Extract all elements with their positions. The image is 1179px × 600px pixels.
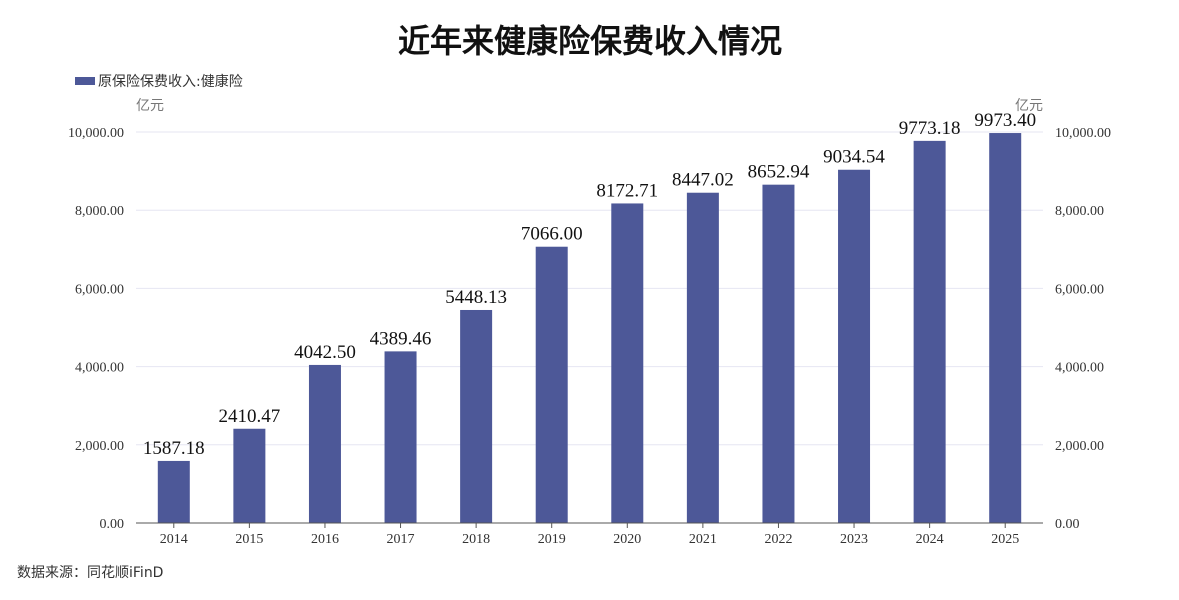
bar <box>308 364 341 523</box>
data-label: 8447.02 <box>672 170 734 191</box>
y-tick-label-left: 2,000.00 <box>75 439 124 454</box>
legend-label[interactable]: 原保险保费收入:健康险 <box>98 73 243 90</box>
y-tick-label-left: 6,000.00 <box>75 282 124 297</box>
x-tick-label: 2017 <box>387 532 415 547</box>
data-label: 4389.46 <box>370 328 432 349</box>
y-tick-label-left: 10,000.00 <box>68 126 124 141</box>
bar <box>838 169 871 523</box>
bar <box>535 246 568 523</box>
bar <box>762 184 795 523</box>
data-label: 1587.18 <box>143 438 205 459</box>
data-label: 2410.47 <box>219 406 281 427</box>
chart-title: 近年来健康险保费收入情况 <box>398 22 782 60</box>
bar <box>157 460 190 523</box>
x-tick-label: 2023 <box>840 532 868 547</box>
y-tick-label-left: 4,000.00 <box>75 361 124 376</box>
bar <box>611 203 644 524</box>
y-axis-right-unit: 亿元 <box>1015 98 1043 114</box>
bar <box>686 192 719 524</box>
data-label: 8172.71 <box>596 180 658 201</box>
x-tick-label: 2024 <box>916 532 944 547</box>
bar <box>989 133 1022 524</box>
data-label: 9773.18 <box>899 118 961 139</box>
data-label: 8652.94 <box>748 162 810 183</box>
x-tick-label: 2020 <box>613 532 641 547</box>
y-tick-label-right: 10,000.00 <box>1055 126 1111 141</box>
y-tick-label-left: 0.00 <box>100 517 125 532</box>
y-tick-label-left: 8,000.00 <box>75 204 124 219</box>
y-tick-label-right: 2,000.00 <box>1055 439 1104 454</box>
y-tick-label-right: 4,000.00 <box>1055 361 1104 376</box>
y-axis-left-unit: 亿元 <box>136 98 164 114</box>
x-tick-label: 2018 <box>462 532 490 547</box>
x-tick-label: 2025 <box>991 532 1019 547</box>
y-tick-label-right: 8,000.00 <box>1055 204 1104 219</box>
data-label: 7066.00 <box>521 224 583 245</box>
y-tick-label-right: 6,000.00 <box>1055 282 1104 297</box>
x-tick-label: 2022 <box>764 532 792 547</box>
source-note: 数据来源：同花顺iFinD <box>17 565 163 581</box>
legend-swatch <box>75 77 95 85</box>
bar <box>913 140 946 524</box>
bar <box>384 351 417 523</box>
data-label: 5448.13 <box>445 287 507 308</box>
x-tick-label: 2019 <box>538 532 566 547</box>
x-tick-label: 2016 <box>311 532 339 547</box>
bar <box>233 428 266 523</box>
data-label: 4042.50 <box>294 342 356 363</box>
x-tick-label: 2014 <box>160 532 188 547</box>
y-tick-label-right: 0.00 <box>1055 517 1080 532</box>
data-label: 9973.40 <box>974 110 1036 131</box>
data-label: 9034.54 <box>823 147 885 168</box>
x-tick-label: 2015 <box>235 532 263 547</box>
bar <box>460 309 493 523</box>
x-tick-label: 2021 <box>689 532 717 547</box>
